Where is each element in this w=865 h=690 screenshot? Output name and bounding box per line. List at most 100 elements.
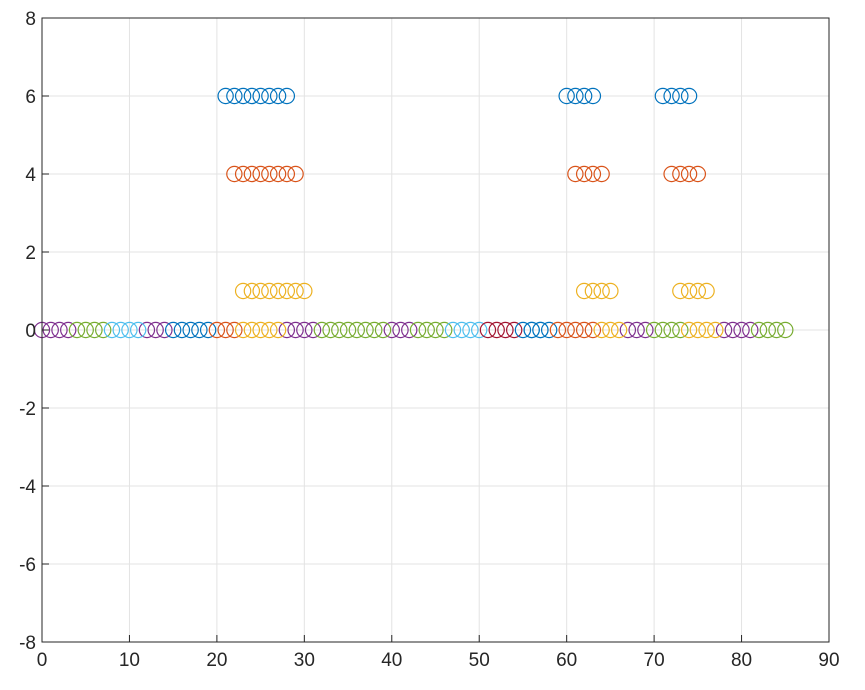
- data-point: [742, 321, 759, 339]
- data-point: [278, 87, 296, 105]
- data-point: [488, 321, 505, 339]
- series-9: [234, 321, 724, 339]
- data-points: [33, 87, 794, 339]
- data-point: [672, 282, 689, 300]
- data-point: [584, 321, 602, 339]
- data-point: [226, 165, 243, 183]
- data-point: [567, 321, 584, 339]
- data-point: [707, 321, 724, 339]
- data-point: [645, 321, 663, 339]
- data-point: [217, 321, 234, 339]
- data-point: [304, 321, 322, 339]
- x-tick-label: 30: [294, 650, 315, 671]
- data-point: [575, 282, 593, 300]
- data-point: [278, 282, 296, 300]
- data-point: [777, 321, 794, 339]
- data-point: [252, 321, 269, 339]
- data-point: [383, 321, 400, 339]
- series-0: [217, 87, 698, 105]
- data-point: [680, 165, 698, 183]
- data-point: [768, 321, 785, 339]
- data-point: [234, 282, 252, 300]
- y-tick-label: 6: [25, 87, 36, 108]
- data-point: [506, 321, 523, 339]
- data-point: [112, 321, 129, 339]
- y-tick-label: -8: [19, 633, 36, 654]
- y-tick-label: 0: [25, 321, 36, 342]
- data-point: [637, 321, 654, 339]
- x-tick-label: 20: [206, 650, 227, 671]
- data-point: [357, 321, 374, 339]
- data-point: [374, 321, 392, 339]
- data-point: [689, 282, 707, 300]
- data-point: [593, 321, 610, 339]
- data-point: [243, 321, 261, 339]
- x-tick-label: 10: [119, 650, 140, 671]
- data-point: [654, 87, 672, 105]
- y-tick-label: -2: [19, 399, 36, 420]
- series-7: [164, 321, 558, 339]
- data-point: [348, 321, 365, 339]
- y-axis-ticks: -8 -6 -4 -2 0 2 4 6 8: [19, 9, 49, 654]
- data-point: [471, 321, 488, 339]
- series-1: [226, 165, 707, 183]
- data-point: [331, 321, 348, 339]
- data-point: [672, 87, 689, 105]
- data-point: [584, 165, 602, 183]
- data-point: [121, 321, 138, 339]
- data-point: [453, 321, 470, 339]
- data-point: [287, 321, 304, 339]
- data-point: [243, 165, 261, 183]
- data-point: [173, 321, 191, 339]
- data-point: [628, 321, 645, 339]
- data-point: [217, 87, 234, 105]
- x-tick-label: 0: [37, 650, 48, 671]
- data-point: [261, 87, 278, 105]
- data-point: [575, 87, 593, 105]
- data-point: [724, 321, 742, 339]
- data-point: [619, 321, 637, 339]
- data-point: [322, 321, 339, 339]
- x-tick-label: 70: [644, 650, 665, 671]
- x-tick-label: 60: [556, 650, 577, 671]
- data-point: [680, 87, 698, 105]
- data-point: [540, 321, 558, 339]
- data-point: [269, 165, 287, 183]
- data-point: [269, 87, 287, 105]
- data-point: [689, 165, 707, 183]
- data-point: [401, 321, 418, 339]
- data-point: [602, 321, 619, 339]
- data-point: [663, 321, 680, 339]
- data-point: [182, 321, 199, 339]
- data-point: [698, 321, 715, 339]
- data-point: [287, 165, 304, 183]
- data-point: [261, 282, 278, 300]
- data-point: [252, 282, 269, 300]
- data-point: [147, 321, 164, 339]
- data-point: [672, 165, 689, 183]
- data-point: [243, 87, 261, 105]
- data-point: [164, 321, 182, 339]
- series-4: [68, 321, 794, 339]
- data-point: [296, 321, 313, 339]
- data-point: [689, 321, 707, 339]
- data-point: [497, 321, 514, 339]
- data-point: [663, 165, 680, 183]
- data-point: [698, 282, 715, 300]
- data-point: [575, 165, 593, 183]
- data-point: [602, 282, 619, 300]
- y-tick-label: 8: [25, 9, 36, 30]
- y-tick-label: 4: [25, 165, 36, 186]
- data-point: [199, 321, 217, 339]
- data-point: [567, 165, 584, 183]
- x-tick-label: 50: [469, 650, 490, 671]
- data-point: [418, 321, 435, 339]
- data-point: [278, 321, 296, 339]
- data-point: [269, 321, 287, 339]
- data-point: [532, 321, 549, 339]
- data-point: [514, 321, 532, 339]
- data-point: [208, 321, 226, 339]
- data-point: [593, 282, 610, 300]
- data-point: [60, 321, 77, 339]
